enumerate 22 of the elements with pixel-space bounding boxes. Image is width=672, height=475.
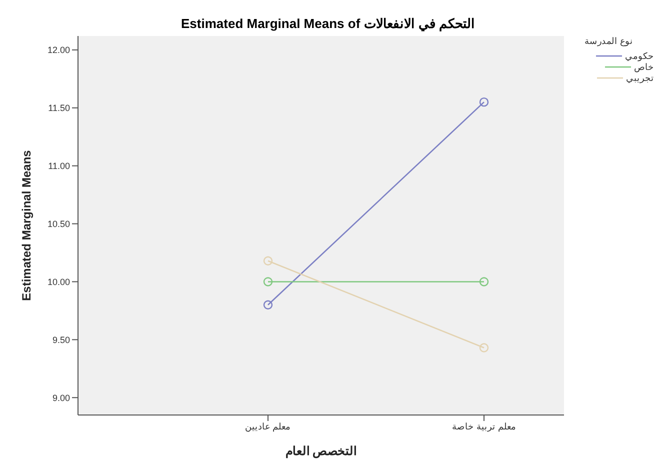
y-tick-label: 9.00: [52, 392, 70, 403]
legend-label: خاص: [634, 62, 654, 72]
x-tick-label: معلم تربية خاصة: [452, 421, 516, 432]
y-tick-label: 9.50: [52, 334, 70, 345]
y-axis-title: Estimated Marginal Means: [19, 150, 34, 301]
y-tick-label: 11.50: [48, 103, 70, 114]
point: [479, 277, 489, 286]
legend-title: نوع المدرسة: [584, 36, 634, 46]
legend-label: حكومي: [625, 50, 654, 60]
point: [263, 300, 273, 310]
point: [479, 343, 489, 352]
x-axis-title: التخصص العام: [285, 444, 357, 459]
y-tick-label: 12.00: [47, 45, 70, 56]
y-tick-label: 10.00: [47, 276, 70, 287]
y-tick-label: 10.50: [47, 218, 70, 229]
legend-label: تجريبي: [626, 72, 654, 82]
x-tick-label: معلم عاديين: [245, 421, 291, 432]
y-tick-label: 11.00: [48, 161, 70, 172]
point: [479, 97, 489, 107]
chart-title: Estimated Marginal Means of التحكم في الانفعالات: [180, 16, 476, 31]
point: [263, 256, 273, 266]
point: [263, 277, 273, 286]
